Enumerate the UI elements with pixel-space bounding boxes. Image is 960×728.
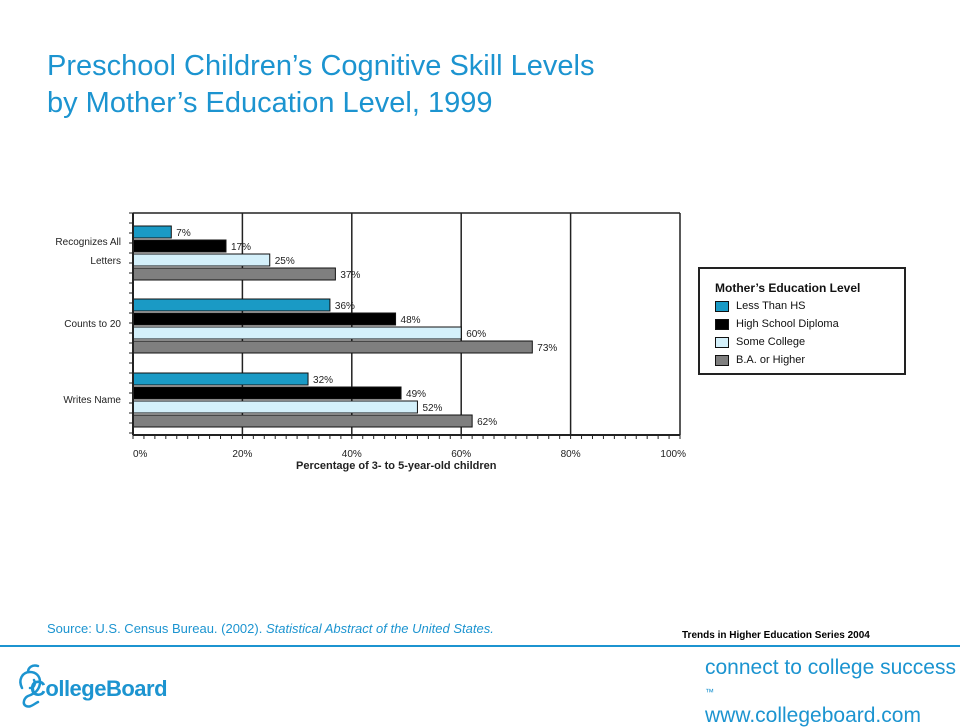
bar xyxy=(132,372,309,386)
acorn-icon xyxy=(19,664,42,708)
legend-item-less-than-hs: Less Than HS xyxy=(715,299,806,313)
legend-item-some-college: Some College xyxy=(715,335,805,349)
legend-item-high-school-diploma: High School Diploma xyxy=(715,317,839,331)
bar xyxy=(132,414,473,428)
page-title: Preschool Children’s Cognitive Skill Lev… xyxy=(47,48,747,122)
x-tick-label: 20% xyxy=(232,449,252,460)
bar xyxy=(132,326,462,340)
data-label: 73% xyxy=(537,343,557,354)
legend-swatch xyxy=(715,318,729,330)
source-prefix: Source: U.S. Census Bureau. (2002). xyxy=(47,621,266,636)
chart-legend: Mother’s Education Level Less Than HS Hi… xyxy=(698,267,906,375)
bar xyxy=(132,312,397,326)
source-title: Statistical Abstract of the United State… xyxy=(265,621,494,636)
bar xyxy=(132,267,336,281)
category-label: Recognizes All xyxy=(55,237,121,248)
bar xyxy=(132,225,172,239)
category-label: Letters xyxy=(90,256,121,267)
tagline: connect to college success ™ www.collegeb… xyxy=(705,656,956,728)
legend-label: Some College xyxy=(736,336,806,348)
bar-chart: 7% 36% 32% 17% 48% 49% 25% 60% 52% 37% 73% 62% 0% 20%… xyxy=(55,212,686,472)
legend-label: Less Than HS xyxy=(736,300,806,312)
legend-label: B.A. or Higher xyxy=(736,354,806,366)
bar xyxy=(132,298,331,312)
logo-text: CollegeBoard xyxy=(30,676,168,701)
data-label: 17% xyxy=(231,242,251,253)
bar xyxy=(132,340,533,354)
tagline-text: connect to college success xyxy=(705,656,956,679)
bar xyxy=(132,400,418,414)
legend-label: High School Diploma xyxy=(736,318,839,330)
x-axis-label: Percentage of 3- to 5-year-old children xyxy=(296,460,497,472)
bar xyxy=(132,253,271,267)
x-tick-label: 0% xyxy=(133,449,148,460)
title-line-2: by Mother’s Education Level, 1999 xyxy=(47,87,493,119)
data-label: 48% xyxy=(401,315,421,326)
category-label: Writes Name xyxy=(63,395,121,406)
x-tick-label: 60% xyxy=(451,449,471,460)
x-tick-label: 100% xyxy=(660,449,686,460)
x-tick-label: 80% xyxy=(561,449,581,460)
footer-divider xyxy=(0,645,960,647)
legend-item-ba-or-higher: B.A. or Higher xyxy=(715,353,805,367)
x-tick-label: 40% xyxy=(342,449,362,460)
data-label: 37% xyxy=(340,270,360,281)
data-label: 32% xyxy=(313,375,333,386)
title-line-1: Preschool Children’s Cognitive Skill Lev… xyxy=(47,50,595,82)
tagline-line-1: connect to college success ™ xyxy=(705,656,956,704)
tagline-url: www.collegeboard.com xyxy=(705,704,921,727)
data-label: 36% xyxy=(335,301,355,312)
legend-swatch xyxy=(715,336,729,348)
bar xyxy=(132,386,402,400)
data-label: 60% xyxy=(466,329,486,340)
data-label: 25% xyxy=(275,256,295,267)
legend-title: Mother’s Education Level xyxy=(715,281,861,295)
bar xyxy=(132,239,227,253)
data-label: 7% xyxy=(176,228,191,239)
collegeboard-logo xyxy=(19,664,42,708)
source-citation: Source: U.S. Census Bureau. (2002). Stat… xyxy=(47,621,494,636)
data-label: 49% xyxy=(406,389,426,400)
legend-swatch xyxy=(715,300,729,312)
series-tag: Trends in Higher Education Series 2004 xyxy=(682,630,870,641)
data-label: 62% xyxy=(477,417,497,428)
trademark-symbol: ™ xyxy=(705,687,714,697)
data-label: 52% xyxy=(422,403,442,414)
legend-swatch xyxy=(715,354,729,366)
category-label: Counts to 20 xyxy=(64,319,121,330)
